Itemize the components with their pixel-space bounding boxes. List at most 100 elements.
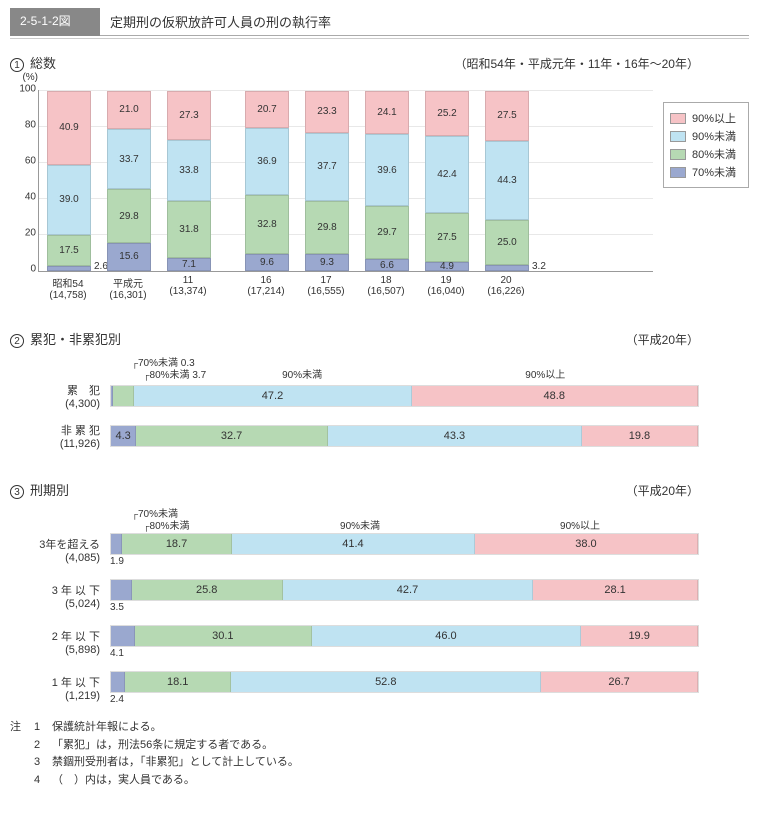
hchart-bar-segment: 4.3 [111, 426, 136, 446]
hchart-row-label: 2 年 以 下(5,898) [0, 628, 110, 656]
footnote-head [10, 754, 34, 772]
footnote-row: 3禁錮刑受刑者は，「非累犯」として計上している。 [10, 754, 749, 772]
chart1-bar: 3.225.044.327.5 [485, 91, 529, 271]
hchart-bar-segment: 42.7 [283, 580, 533, 600]
chart1-bar-segment: 39.6 [365, 134, 409, 205]
section3-number: 3 [10, 485, 24, 499]
hchart-bar-segment: 18.7 [122, 534, 232, 554]
chart1-bar-segment: 36.9 [245, 128, 289, 194]
legend-label: 70%未満 [692, 164, 736, 180]
section3-note: （平成20年） [626, 482, 699, 499]
footnote-text: 「累犯」は，刑法56条に規定する者である。 [52, 737, 273, 755]
section1-title: 総数 [30, 53, 56, 72]
chart1-bar: 15.629.833.721.0 [107, 91, 151, 271]
chart1-bar: 2.617.539.040.9 [47, 91, 91, 271]
legend-swatch [670, 149, 686, 160]
chart1-bar-segment: 4.9 [425, 262, 469, 271]
chart1-bar: 9.329.837.723.3 [305, 91, 349, 271]
chart1-bar-segment: 29.8 [305, 201, 349, 255]
figure-title: 定期刑の仮釈放許可人員の刑の執行率 [100, 8, 749, 36]
chart1-bar-segment: 27.5 [425, 213, 469, 263]
chart1-bar: 6.629.739.624.1 [365, 91, 409, 271]
hchart-row: 累 犯(4,300)47.248.8 [120, 382, 699, 410]
hchart-bar: 4.332.743.319.8 [110, 425, 699, 447]
chart1-bar-segment: 27.5 [485, 91, 529, 141]
hchart-bar-segment: 18.1 [125, 672, 231, 692]
footnote-row: 注1保護統計年報による。 [10, 719, 749, 737]
hchart-bar-segment: 41.4 [232, 534, 475, 554]
footnote-number: 1 [34, 719, 52, 737]
chart1-bar-segment: 42.4 [425, 136, 469, 212]
section3-title: 刑期別 [30, 480, 69, 499]
chart1-bar-segment: 20.7 [245, 91, 289, 128]
chart1-bar-segment: 2.6 [47, 266, 91, 271]
hchart-bar: 18.152.826.7 [110, 671, 699, 693]
chart1-bar: 9.632.836.920.7 [245, 91, 289, 271]
chart1-bar-segment: 9.6 [245, 254, 289, 271]
footnote-number: 2 [34, 737, 52, 755]
hchart-bar-segment: 26.7 [541, 672, 698, 692]
chart1-bar-segment: 29.7 [365, 206, 409, 259]
legend-item: 90%未満 [670, 128, 742, 144]
section3-header: 3 刑期別 （平成20年） [10, 480, 749, 499]
hchart-bar-segment: 46.0 [312, 626, 582, 646]
hchart-row: 3年を超える(4,085)18.741.438.01.9 [120, 533, 699, 567]
chart1-xlabel: 平成元(16,301) [98, 275, 158, 301]
hchart-bar: 30.146.019.9 [110, 625, 699, 647]
footnote-head: 注 [10, 719, 34, 737]
hchart-row-label: 累 犯(4,300) [0, 382, 110, 410]
hchart-bar-segment [111, 580, 132, 600]
hchart-row: 非 累 犯(11,926)4.332.743.319.8 [120, 422, 699, 450]
legend-swatch [670, 131, 686, 142]
chart1-bar: 7.131.833.827.3 [167, 91, 211, 271]
hchart-bar-segment [111, 626, 135, 646]
header-separator [10, 38, 749, 39]
hchart-below-label: 4.1 [110, 648, 699, 659]
footnote-head [10, 772, 34, 790]
hchart-header-label: 90%未満 [282, 366, 322, 381]
hchart-row-label: 非 累 犯(11,926) [0, 422, 110, 450]
chart1-xlabel: 16(17,214) [236, 275, 296, 301]
chart1-bar-segment: 44.3 [485, 141, 529, 221]
hchart-bar-segment: 25.8 [132, 580, 283, 600]
chart2: ┌70%未満 0.3┌80%未満 3.790%未満90%以上 累 犯(4,300… [120, 354, 699, 450]
hchart-bar-segment: 32.7 [136, 426, 328, 446]
hchart-below-label: 3.5 [110, 602, 699, 613]
chart1-ytick: 80 [25, 120, 36, 131]
chart1-bar-segment: 25.0 [485, 220, 529, 265]
chart1-y-unit: (%) [22, 72, 38, 83]
section2-header: 2 累犯・非累犯別 （平成20年） [10, 329, 749, 348]
chart1-xlabel: 20(16,226) [476, 275, 536, 301]
chart1-bar-segment: 32.8 [245, 195, 289, 254]
chart2-header-labels: ┌70%未満 0.3┌80%未満 3.790%未満90%以上 [120, 354, 699, 380]
chart1-plot: 2.617.539.040.9 15.629.833.721.0 7.131.833… [38, 90, 653, 272]
chart1-ytick: 0 [30, 264, 36, 275]
hchart-bar-segment [111, 672, 125, 692]
hchart-row: 2 年 以 下(5,898)30.146.019.94.1 [120, 625, 699, 659]
hchart-header-label: ┌80%未満 3.7 [143, 366, 206, 381]
hchart-bar-segment: 48.8 [412, 386, 698, 406]
chart1-xlabel: 昭和54(14,758) [38, 275, 98, 301]
hchart-header-label: 90%未満 [340, 517, 380, 532]
legend-swatch [670, 113, 686, 124]
hchart-row-label: 1 年 以 下(1,219) [0, 674, 110, 702]
chart1-bar-segment: 25.2 [425, 91, 469, 136]
hchart-row-label: 3 年 以 下(5,024) [0, 582, 110, 610]
legend-item: 90%以上 [670, 110, 742, 126]
legend-label: 90%未満 [692, 128, 736, 144]
chart1-ytick: 20 [25, 228, 36, 239]
chart1-bar: 4.927.542.425.2 [425, 91, 469, 271]
legend-label: 90%以上 [692, 110, 736, 126]
chart1-bar-segment: 17.5 [47, 235, 91, 267]
chart1-bar-segment: 24.1 [365, 91, 409, 134]
footnote-text: 保護統計年報による。 [52, 719, 162, 737]
chart3-header-labels: ┌70%未満┌80%未満90%未満90%以上 [120, 505, 699, 531]
section2-title: 累犯・非累犯別 [30, 329, 121, 348]
footnote-text: （ ）内は，実人員である。 [52, 772, 195, 790]
hchart-bar-segment: 38.0 [475, 534, 698, 554]
legend-swatch [670, 167, 686, 178]
chart1-bar-segment: 6.6 [365, 259, 409, 271]
hchart-row-label: 3年を超える(4,085) [0, 536, 110, 564]
chart1-bar-segment: 33.8 [167, 140, 211, 201]
hchart-row: 3 年 以 下(5,024)25.842.728.13.5 [120, 579, 699, 613]
